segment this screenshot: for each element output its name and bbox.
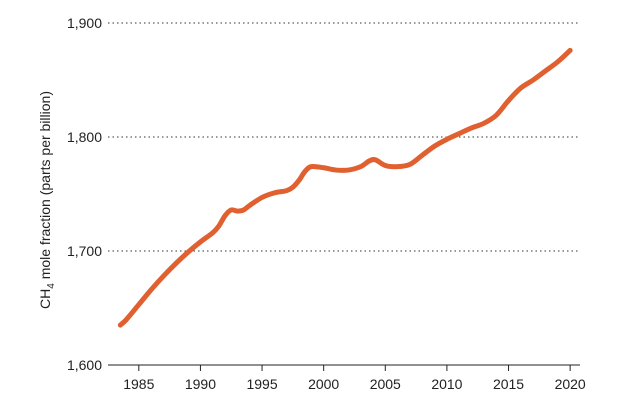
- x-tick-label-1985: 1985: [123, 376, 154, 392]
- gridlines: [108, 22, 580, 366]
- y-axis-label-prefix: CH: [37, 289, 53, 309]
- x-tick-label-2000: 2000: [308, 376, 339, 392]
- x-tick-label-2010: 2010: [431, 376, 462, 392]
- series-line-0: [117, 47, 573, 328]
- y-tick-label-1800: 1,800: [67, 129, 102, 145]
- x-tick-label-2015: 2015: [493, 376, 524, 392]
- series-layer: [117, 47, 573, 328]
- y-tick-label-1600: 1,600: [67, 357, 102, 373]
- y-axis-label-subscript: 4: [46, 283, 57, 289]
- y-tick-label-1900: 1,900: [67, 15, 102, 31]
- x-tick-label-2020: 2020: [555, 376, 586, 392]
- x-tick-label-1990: 1990: [185, 376, 216, 392]
- axes: 1,600 1,700 1,800 1,900 1985 1990 1995 2000 2005…: [67, 15, 586, 392]
- y-tick-label-1700: 1,700: [67, 243, 102, 259]
- y-axis-label: CH4 mole fraction (parts per billion): [37, 91, 57, 309]
- x-tick-label-1995: 1995: [246, 376, 277, 392]
- y-axis-label-suffix: mole fraction (parts per billion): [37, 91, 53, 283]
- x-tick-label-2005: 2005: [370, 376, 401, 392]
